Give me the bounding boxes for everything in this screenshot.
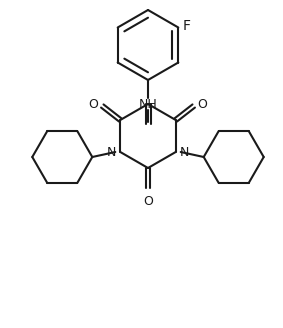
Text: N: N bbox=[180, 147, 189, 159]
Text: F: F bbox=[182, 19, 190, 33]
Text: O: O bbox=[198, 98, 208, 112]
Text: O: O bbox=[143, 195, 153, 208]
Text: NH: NH bbox=[139, 97, 157, 111]
Text: O: O bbox=[88, 98, 98, 112]
Text: N: N bbox=[107, 147, 116, 159]
